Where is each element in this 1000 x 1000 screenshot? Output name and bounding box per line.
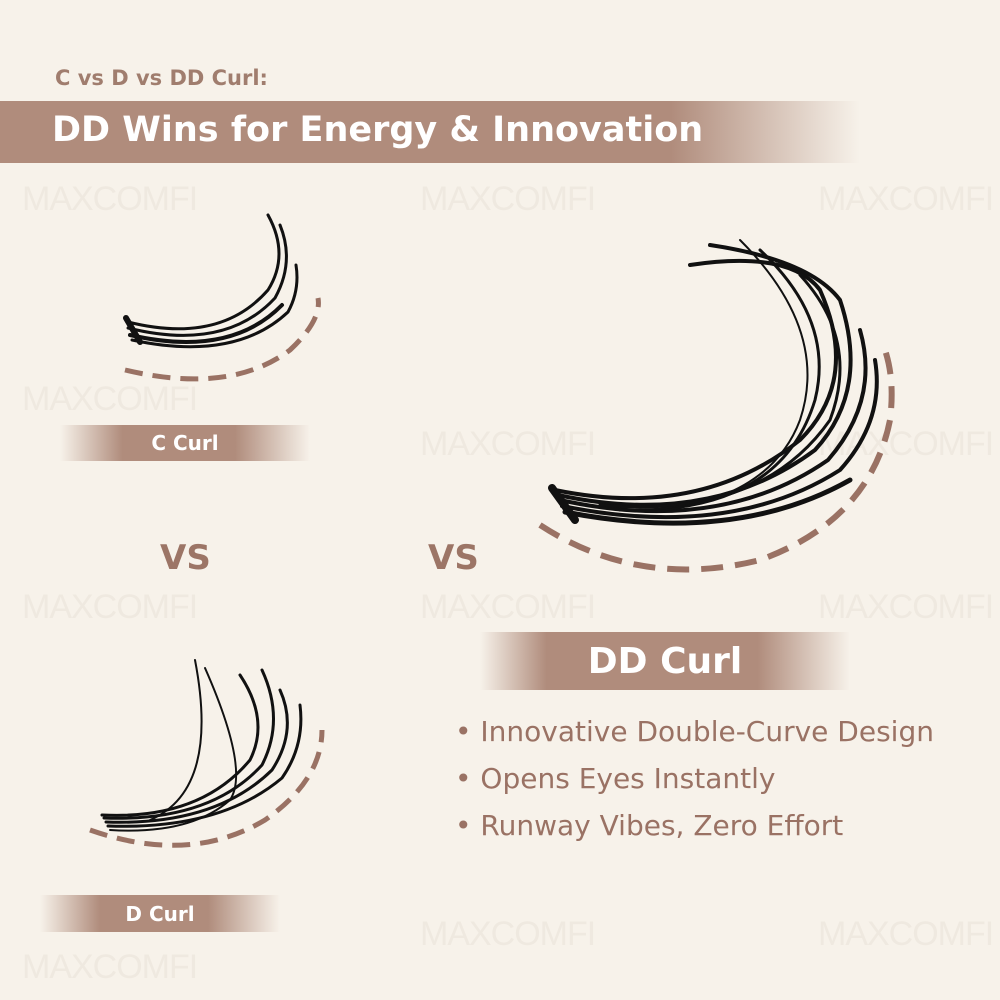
d-curl-label: D Curl xyxy=(40,895,280,932)
dd-curl-dashed-arc xyxy=(538,349,895,573)
watermark: MAXCOMFI xyxy=(22,948,198,986)
watermark: MAXCOMFI xyxy=(420,180,596,218)
vs-label: VS xyxy=(428,538,479,578)
watermark: MAXCOMFI xyxy=(420,588,596,626)
watermark: MAXCOMFI xyxy=(818,180,994,218)
title-banner xyxy=(0,101,860,163)
d-curl-dashed-arc xyxy=(89,729,325,848)
feature-item: • Innovative Double-Curve Design xyxy=(455,715,934,748)
watermark: MAXCOMFI xyxy=(818,588,994,626)
watermark: MAXCOMFI xyxy=(420,915,596,953)
watermark: MAXCOMFI xyxy=(22,180,198,218)
watermark: MAXCOMFI xyxy=(22,380,198,418)
c-curl-label: C Curl xyxy=(60,425,310,461)
dd-curl-lash xyxy=(548,239,879,526)
c-curl-label-text: C Curl xyxy=(151,431,219,455)
dd-curl-label: DD Curl xyxy=(480,632,850,690)
c-curl-dashed-arc xyxy=(124,297,321,382)
watermark: MAXCOMFI xyxy=(420,425,596,463)
vs-label: VS xyxy=(160,538,211,578)
watermark: MAXCOMFI xyxy=(22,588,198,626)
d-curl-label-text: D Curl xyxy=(125,901,195,926)
dd-curl-label-text: DD Curl xyxy=(587,640,743,682)
subtitle: C vs D vs DD Curl: xyxy=(55,66,268,90)
watermark: MAXCOMFI xyxy=(818,915,994,953)
c-curl-lash xyxy=(123,213,299,349)
d-curl-lash xyxy=(100,659,303,832)
page-title: DD Wins for Energy & Innovation xyxy=(52,110,704,150)
feature-item: • Runway Vibes, Zero Effort xyxy=(455,809,844,842)
feature-item: • Opens Eyes Instantly xyxy=(455,762,776,795)
